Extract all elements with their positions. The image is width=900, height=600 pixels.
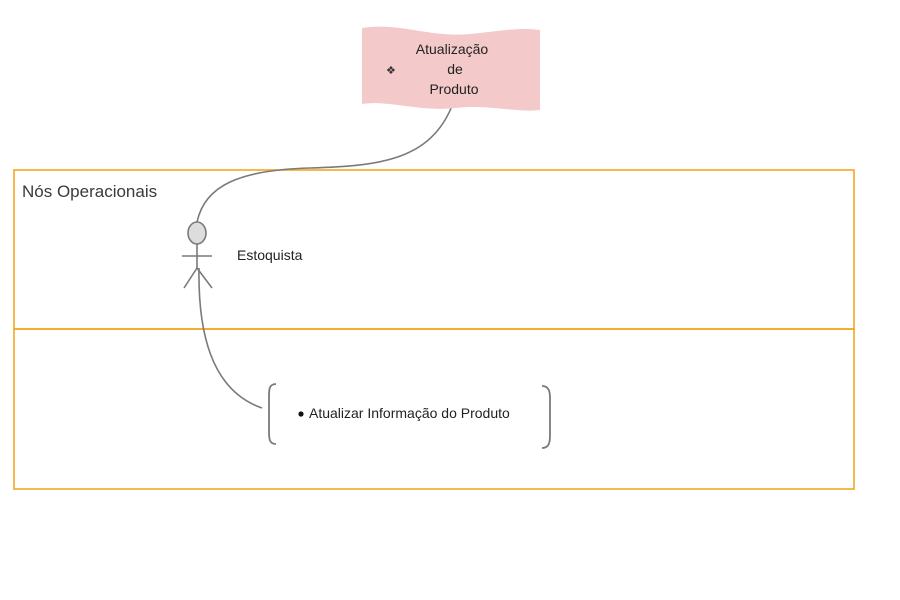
- note-line-1: Atualização: [416, 41, 489, 57]
- activity-label: Atualizar Informação do Produto: [309, 405, 510, 421]
- activity-bullet-icon: [298, 411, 304, 417]
- note-line-3: Produto: [429, 81, 478, 97]
- actor: Estoquista: [182, 221, 303, 289]
- swimlane: Nós Operacionais: [13, 169, 855, 490]
- note-flag-shape: [362, 26, 540, 111]
- activity: Atualizar Informação do Produto: [268, 383, 551, 449]
- swimlane-title: Nós Operacionais: [22, 182, 157, 201]
- swimlane-bottom-lane: [13, 328, 855, 490]
- activity-left-bracket: [268, 383, 277, 445]
- note-line-2: de: [447, 61, 463, 77]
- note-flag: ❖ Atualização de Produto: [362, 26, 540, 111]
- note-bullet-icon: ❖: [386, 65, 396, 77]
- actor-name: Estoquista: [237, 247, 303, 263]
- activity-right-bracket: [541, 385, 551, 449]
- actor-to-activity-connector: [198, 267, 263, 409]
- stick-figure-icon: [182, 221, 213, 289]
- actor-left-leg: [183, 267, 198, 289]
- note-to-actor-connector: [196, 105, 453, 223]
- actor-head: [187, 221, 207, 245]
- actor-right-leg: [196, 267, 213, 289]
